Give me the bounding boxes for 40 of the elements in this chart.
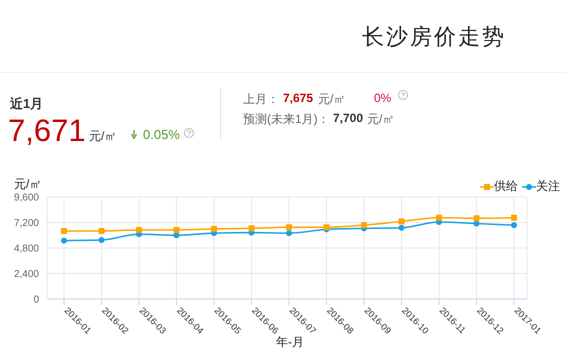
y-tick-label: 4,800 bbox=[14, 244, 40, 255]
text: 预测(未来1月)： bbox=[243, 111, 330, 128]
point bbox=[361, 222, 367, 228]
text: 元/㎡ bbox=[318, 91, 346, 108]
point bbox=[474, 215, 480, 222]
legend-label: 关注 bbox=[536, 178, 560, 195]
point bbox=[248, 225, 254, 232]
y-tick-label: 2,400 bbox=[14, 269, 40, 280]
x-axis-title: 年-月 bbox=[276, 334, 304, 351]
point bbox=[98, 237, 104, 244]
chart-title: 长沙房价走势 bbox=[362, 23, 506, 51]
text: 7,700 bbox=[333, 111, 364, 125]
point bbox=[511, 222, 517, 228]
text: 0.05% bbox=[143, 127, 180, 142]
point bbox=[174, 232, 180, 238]
text: 近1月 bbox=[10, 95, 44, 113]
point bbox=[98, 228, 104, 234]
point bbox=[398, 224, 404, 231]
point bbox=[286, 224, 292, 230]
text: 上月： bbox=[243, 91, 279, 108]
point bbox=[398, 218, 404, 224]
point bbox=[511, 214, 517, 221]
text: 0% bbox=[374, 91, 392, 105]
y-tick-label: 7,200 bbox=[14, 218, 40, 230]
point bbox=[436, 214, 442, 221]
point bbox=[286, 230, 292, 236]
point bbox=[61, 228, 67, 234]
y-tick-label: 9,600 bbox=[14, 192, 40, 204]
text: 元/㎡ bbox=[367, 111, 394, 128]
point bbox=[61, 238, 67, 244]
text: 7,671 bbox=[8, 113, 86, 149]
text: 7,675 bbox=[283, 91, 314, 105]
legend-label: 供给 bbox=[494, 178, 518, 195]
point bbox=[211, 226, 217, 232]
point bbox=[474, 220, 480, 227]
text: 元/㎡ bbox=[89, 128, 116, 145]
y-tick-label: 0 bbox=[33, 294, 40, 306]
y-axis-title: 元/㎡ bbox=[14, 176, 42, 193]
point bbox=[174, 226, 180, 233]
point bbox=[136, 226, 142, 233]
